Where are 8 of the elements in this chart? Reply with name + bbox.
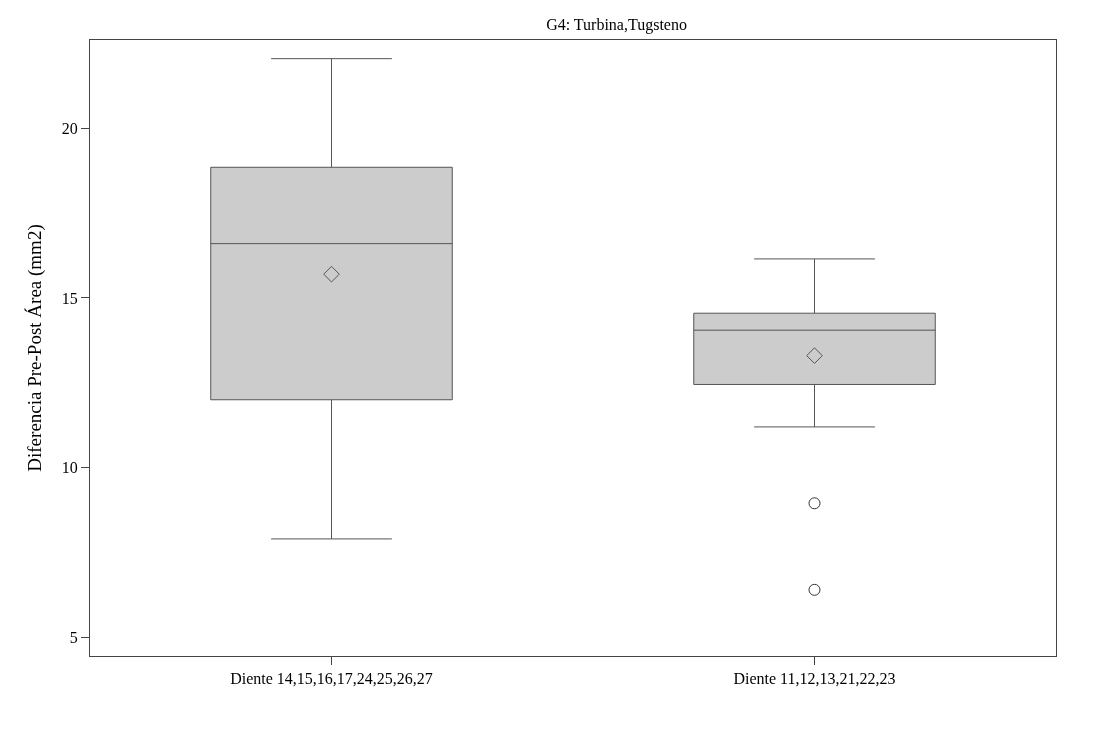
y-tick-label: 5 <box>69 628 78 646</box>
x-tick-label: Diente 11,12,13,21,22,23 <box>733 670 896 688</box>
chart-title: G4: Turbina,Tugsteno <box>546 15 687 34</box>
y-tick-label: 20 <box>61 119 78 137</box>
y-tick-label: 10 <box>61 459 78 477</box>
x-tick-label: Diente 14,15,16,17,24,25,26,27 <box>230 670 433 688</box>
y-axis-title: Diferencia Pre-Post Área (mm2) <box>23 224 46 472</box>
y-tick-label: 15 <box>61 289 78 307</box>
